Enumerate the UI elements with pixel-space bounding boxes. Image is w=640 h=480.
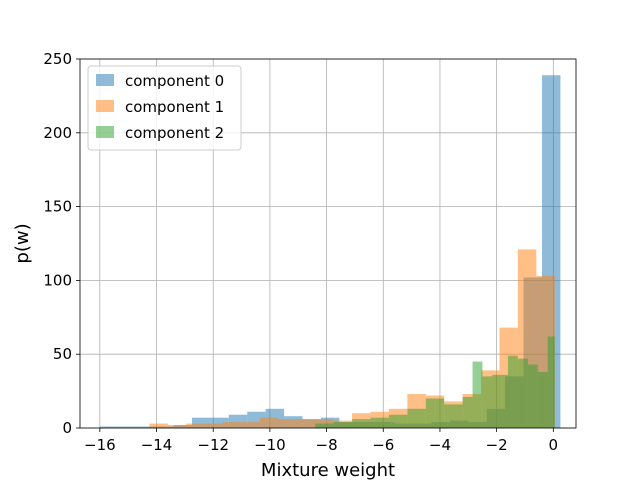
histogram-bar xyxy=(388,414,408,428)
histogram-bar xyxy=(99,426,119,428)
x-tick-label: −6 xyxy=(372,436,394,454)
histogram-bar xyxy=(241,422,260,428)
series-2-bars xyxy=(315,336,555,428)
histogram-bar xyxy=(167,425,187,428)
legend-label: component 2 xyxy=(125,124,224,142)
histogram-bar xyxy=(472,361,483,428)
y-tick-label: 100 xyxy=(43,271,72,289)
y-tick-label: 50 xyxy=(53,345,72,363)
x-tick-label: −16 xyxy=(84,436,116,454)
histogram-bar xyxy=(210,417,229,428)
x-tick-label: −2 xyxy=(486,436,508,454)
legend-swatch xyxy=(96,74,114,86)
y-tick-label: 250 xyxy=(43,50,72,68)
histogram-bar xyxy=(482,376,493,428)
histogram-bar xyxy=(527,364,538,428)
legend-swatch xyxy=(96,100,114,112)
histogram-bars xyxy=(99,75,561,429)
x-tick-label: −4 xyxy=(429,436,451,454)
histogram-bar xyxy=(259,417,279,428)
histogram-bar xyxy=(492,374,508,428)
x-tick-label: −10 xyxy=(254,436,286,454)
histogram-bar xyxy=(462,397,473,428)
x-tick-label: 0 xyxy=(549,436,559,454)
x-axis-label: Mixture weight xyxy=(261,460,395,480)
histogram-bar xyxy=(204,423,224,428)
legend: component 0 component 1 component 2 xyxy=(87,65,242,151)
histogram-bar xyxy=(118,426,137,428)
histogram-bar xyxy=(537,371,548,428)
histogram-bar xyxy=(223,422,242,428)
histogram-bar xyxy=(186,423,205,428)
legend-items: component 0 component 1 component 2 xyxy=(96,72,224,142)
legend-swatch xyxy=(96,126,114,138)
histogram-bar xyxy=(136,426,156,428)
legend-box xyxy=(87,65,242,151)
histogram-bar xyxy=(191,417,211,428)
x-tick-label: −12 xyxy=(197,436,229,454)
axis-ticks: −16 −14 −12 −10 −8 −6 −4 −2 0 0 50 100 150 200 250 xyxy=(43,50,558,454)
y-tick-label: 200 xyxy=(43,124,72,142)
histogram-bar xyxy=(370,417,389,428)
y-tick-label: 0 xyxy=(62,419,72,437)
histogram-bar xyxy=(425,398,445,428)
legend-label: component 0 xyxy=(125,72,224,90)
histogram-bar xyxy=(296,419,316,428)
histogram-bar xyxy=(333,422,353,428)
histogram-bar xyxy=(278,419,297,428)
x-tick-label: −14 xyxy=(141,436,173,454)
y-tick-label: 150 xyxy=(43,198,72,216)
histogram-bar xyxy=(507,355,518,428)
histogram-bar xyxy=(444,404,463,428)
plot-area-frame xyxy=(79,58,577,429)
histogram-bar xyxy=(547,336,555,428)
legend-label: component 1 xyxy=(125,98,224,116)
y-axis-label: p(w) xyxy=(12,223,33,263)
histogram-bar xyxy=(149,423,168,428)
histogram-bar xyxy=(517,358,528,428)
histogram-bar xyxy=(407,408,426,428)
x-tick-label: −8 xyxy=(316,436,338,454)
histogram-bar xyxy=(315,423,334,428)
histogram-bar xyxy=(352,419,371,428)
